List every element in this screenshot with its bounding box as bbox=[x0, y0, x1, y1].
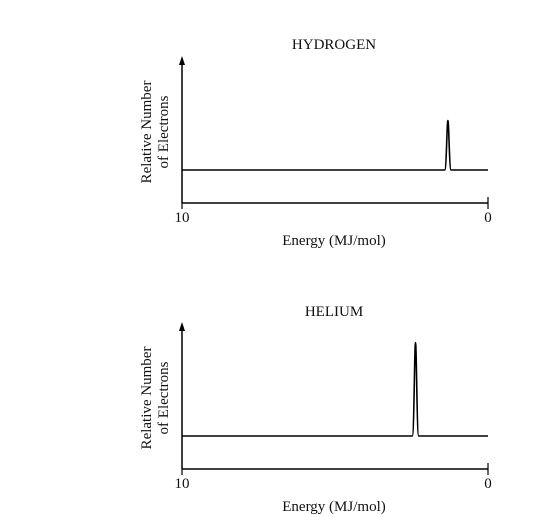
helium-spectrum-panel: HELIUM Relative Number of Electrons 10 0… bbox=[139, 304, 492, 515]
y-axis-arrowhead bbox=[179, 56, 185, 65]
x-tick-label-10: 10 bbox=[175, 476, 190, 492]
spectrum-line bbox=[182, 119, 488, 171]
hydrogen-spectrum-panel: HYDROGEN Relative Number of Electrons 10… bbox=[139, 37, 492, 249]
x-axis-label: Energy (MJ/mol) bbox=[282, 499, 385, 515]
spectrum-line bbox=[182, 341, 488, 437]
x-tick-label-0: 0 bbox=[484, 476, 492, 492]
x-tick-label-10: 10 bbox=[175, 210, 190, 226]
y-axis-label-line2: of Electrons bbox=[156, 361, 172, 434]
chart-title: HELIUM bbox=[305, 304, 363, 320]
x-tick-label-0: 0 bbox=[484, 210, 492, 226]
y-axis-label-line1: Relative Number bbox=[139, 347, 155, 450]
y-axis-label-line2: of Electrons bbox=[156, 95, 172, 168]
y-axis-label-line1: Relative Number bbox=[139, 81, 155, 184]
y-axis-arrowhead bbox=[179, 322, 185, 331]
chart-title: HYDROGEN bbox=[292, 37, 376, 53]
x-axis-label: Energy (MJ/mol) bbox=[282, 233, 385, 249]
